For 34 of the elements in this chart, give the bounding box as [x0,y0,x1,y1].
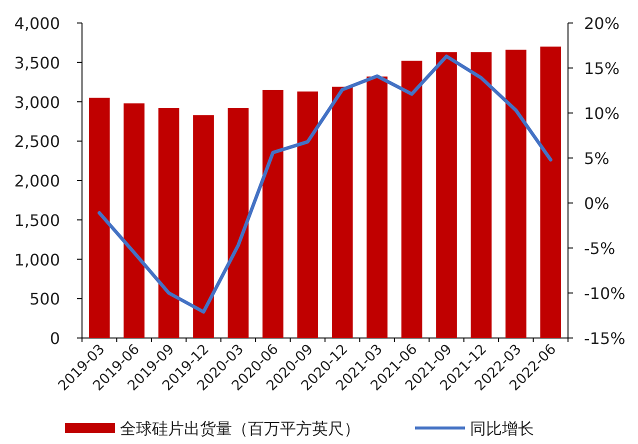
y2-tick-label: 15% [584,59,620,78]
line-series [98,54,552,314]
y-tick-label: 2,000 [14,172,60,190]
bar [436,52,457,338]
bar [540,46,562,338]
bar [88,98,110,338]
bar [193,115,214,338]
y-tick-label: 2,500 [14,132,60,152]
y-tick-label: 3,000 [14,92,60,112]
y-tick-label: 1,500 [14,210,60,230]
legend-label: 同比增长 [470,419,534,438]
y-tick-label: 4,000 [14,14,60,33]
y2-tick-label: -10% [584,284,626,303]
bar [366,76,388,338]
bar [124,103,144,338]
bar [297,92,318,338]
y2-tick-label: -15% [584,329,626,348]
y2-tick-label: -5% [584,239,616,258]
bar [228,108,249,338]
y2-tick-label: 0% [584,194,610,213]
y-tick-label: 3,500 [14,53,60,72]
y-tick-label: 500 [29,290,60,309]
bar [158,108,180,338]
y-tick-label: 1,000 [14,250,60,270]
bar [401,60,422,338]
legend-label: 全球硅片出货量（百万平方英尺） [120,419,360,438]
y2-tick-label: 20% [584,14,620,33]
bar [506,50,526,338]
bar [332,86,353,338]
bar [262,90,284,338]
bar [470,52,492,338]
y2-tick-label: 5% [584,149,610,168]
y-tick-label: 0 [50,329,60,348]
y2-tick-label: 10% [584,104,620,123]
